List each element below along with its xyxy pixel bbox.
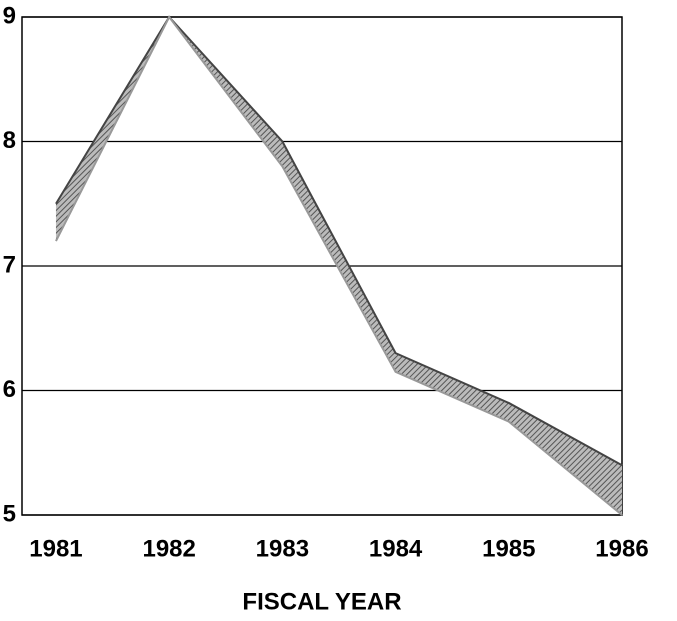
- y-tick-label: 5: [3, 500, 16, 527]
- x-tick-label: 1981: [29, 535, 82, 562]
- x-tick-label: 1985: [482, 535, 535, 562]
- x-tick-label: 1983: [256, 535, 309, 562]
- y-tick-label: 8: [3, 127, 16, 154]
- y-tick-label: 9: [3, 2, 16, 29]
- y-tick-label: 7: [3, 251, 16, 278]
- x-tick-label: 1986: [595, 535, 648, 562]
- x-tick-label: 1984: [369, 535, 423, 562]
- y-tick-label: 6: [3, 376, 16, 403]
- x-tick-label: 1982: [142, 535, 195, 562]
- band-edge: [55, 15, 623, 516]
- band-edge: [55, 15, 623, 467]
- x-axis-label: FISCAL YEAR: [242, 588, 401, 615]
